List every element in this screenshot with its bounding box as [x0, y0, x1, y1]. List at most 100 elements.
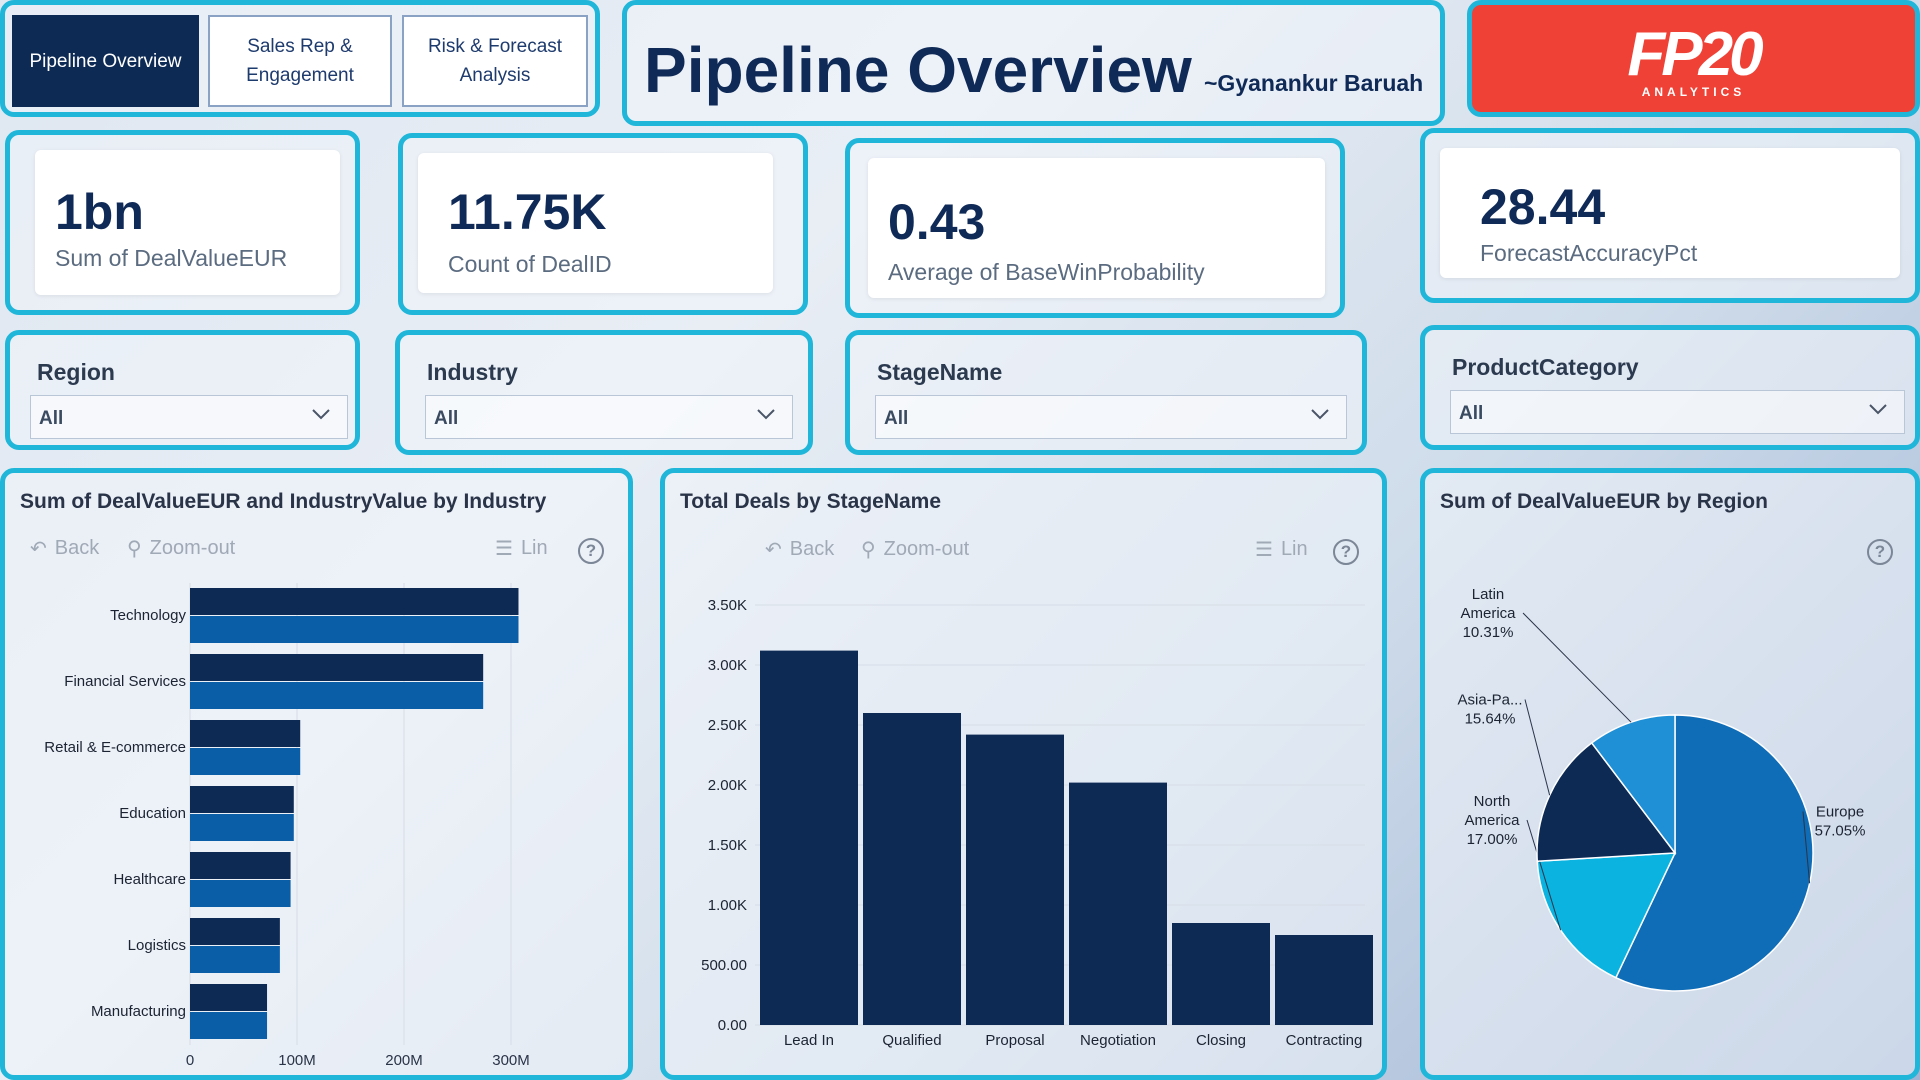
- back-icon: ↶: [30, 538, 47, 560]
- logo-text: FP20: [1627, 20, 1763, 89]
- kpi-panel-win-probability: 0.43 Average of BaseWinProbability: [845, 138, 1345, 318]
- help-icon[interactable]: ?: [1867, 539, 1893, 565]
- kpi-label: Sum of DealValueEUR: [55, 245, 288, 271]
- slice-label: 17.00%: [1467, 831, 1518, 848]
- x-tick-label: Proposal: [985, 1032, 1044, 1049]
- slice-label: Latin: [1472, 586, 1505, 603]
- kpi-label: Average of BaseWinProbability: [888, 259, 1205, 285]
- slicer-title: Industry: [427, 359, 518, 385]
- tab-pipeline-overview[interactable]: Pipeline Overview: [12, 15, 199, 107]
- stagename-bar-chart: 0.00 500.00 1.00K 1.50K 2.00K 2.50K 3.00K 3.50K…: [701, 597, 1373, 1049]
- slice-label: America: [1464, 812, 1520, 829]
- stagename-dropdown[interactable]: All: [875, 395, 1347, 439]
- lin-label: Lin: [1280, 538, 1308, 560]
- x-tick-label: 200M: [385, 1052, 423, 1069]
- leader-line: [1524, 699, 1551, 796]
- category-label: Education: [119, 805, 186, 822]
- region-dropdown[interactable]: All: [30, 395, 348, 439]
- x-tick-label: Contracting: [1286, 1032, 1363, 1049]
- productcategory-dropdown[interactable]: All: [1450, 390, 1905, 434]
- y-tick-label: 1.00K: [708, 897, 747, 914]
- logo-subtext: ANALYTICS: [1641, 85, 1746, 99]
- chart-title: Total Deals by StageName: [680, 490, 942, 513]
- help-icon[interactable]: ?: [1333, 539, 1359, 565]
- bar: [966, 734, 1064, 1025]
- bar-industryvalue: [190, 814, 294, 841]
- y-tick-label: 1.50K: [708, 837, 747, 854]
- y-tick-label: 2.00K: [708, 777, 747, 794]
- tab-label: Risk & Forecast Analysis: [427, 36, 563, 86]
- back-label: Back: [54, 537, 100, 559]
- category-label: Technology: [110, 607, 186, 624]
- bar: [1172, 923, 1270, 1025]
- slicer-title: ProductCategory: [1452, 354, 1639, 380]
- slice-label: Europe: [1816, 804, 1864, 821]
- bar: [1275, 935, 1373, 1025]
- slicer-title: Region: [37, 359, 115, 385]
- bar-industryvalue: [190, 682, 484, 709]
- slicer-value: All: [884, 408, 909, 429]
- back-button[interactable]: ↶ Back: [765, 537, 834, 562]
- category-label: Financial Services: [64, 673, 186, 690]
- tab-risk-forecast-analysis[interactable]: Risk & Forecast Analysis: [402, 15, 588, 107]
- zoom-out-icon: ⚲: [861, 539, 876, 561]
- leader-line: [1526, 819, 1562, 931]
- bar-dealvalueeur: [190, 720, 301, 747]
- y-tick-label: 3.00K: [708, 657, 747, 674]
- zoom-out-icon: ⚲: [127, 538, 142, 560]
- kpi-value: 0.43: [888, 194, 986, 250]
- kpi-panel-deal-count: 11.75K Count of DealID: [398, 133, 808, 315]
- slicer-value: All: [39, 408, 64, 429]
- leader-line: [1802, 811, 1811, 884]
- lin-button[interactable]: ☰ Lin: [1255, 537, 1308, 562]
- tab-sales-rep-engagement[interactable]: Sales Rep & Engagement: [208, 15, 392, 107]
- bar: [863, 713, 961, 1025]
- zoom-out-button[interactable]: ⚲ Zoom-out: [861, 537, 969, 562]
- bar: [1069, 782, 1167, 1025]
- zoom-out-button[interactable]: ⚲ Zoom-out: [127, 536, 235, 561]
- x-tick-label: Closing: [1196, 1032, 1246, 1049]
- x-tick-label: 300M: [492, 1052, 530, 1069]
- kpi-value: 28.44: [1480, 179, 1606, 235]
- slicer-title: StageName: [877, 359, 1003, 385]
- page-title: Pipeline Overview: [644, 34, 1192, 106]
- chevron-down-icon: [312, 409, 330, 420]
- lin-button[interactable]: ☰ Lin: [495, 536, 548, 561]
- industry-chart-panel: Sum of DealValueEUR and IndustryValue by…: [0, 468, 633, 1080]
- y-tick-label: 0.00: [718, 1017, 747, 1034]
- kpi-value: 11.75K: [448, 184, 607, 240]
- kpi-panel-forecast-accuracy: 28.44 ForecastAccuracyPct: [1420, 128, 1920, 303]
- x-tick-label: 100M: [278, 1052, 316, 1069]
- bar: [760, 650, 858, 1025]
- slice-label: 10.31%: [1463, 624, 1514, 641]
- kpi-panel-deal-value: 1bn Sum of DealValueEUR: [5, 130, 360, 315]
- bar-industryvalue: [190, 880, 291, 907]
- slicer-value: All: [1459, 403, 1484, 424]
- bar-industryvalue: [190, 946, 280, 973]
- slicer-stagename: StageName All: [845, 330, 1367, 455]
- bar-dealvalueeur: [190, 786, 294, 813]
- slice-label: 57.05%: [1815, 823, 1866, 840]
- list-icon: ☰: [1255, 539, 1273, 561]
- chevron-down-icon: [1311, 409, 1329, 420]
- industry-bar-chart: 0 100M 200M 300M Technology Financial Service…: [44, 583, 530, 1069]
- industry-dropdown[interactable]: All: [425, 395, 793, 439]
- back-icon: ↶: [765, 539, 782, 561]
- slicer-productcategory: ProductCategory All: [1420, 325, 1920, 450]
- help-icon[interactable]: ?: [578, 538, 604, 564]
- author-label: ~Gyanankur Baruah: [1204, 70, 1424, 96]
- logo-panel: FP20 ANALYTICS: [1467, 0, 1920, 117]
- bar-dealvalueeur: [190, 918, 280, 945]
- tab-label: Pipeline Overview: [29, 50, 182, 72]
- bar-industryvalue: [190, 616, 519, 643]
- chart-title: Sum of DealValueEUR by Region: [1440, 490, 1768, 513]
- kpi-label: ForecastAccuracyPct: [1480, 240, 1698, 266]
- y-tick-label: 500.00: [701, 957, 747, 974]
- bar-dealvalueeur: [190, 984, 268, 1011]
- slice-label: 15.64%: [1465, 711, 1516, 728]
- stagename-chart-panel: Total Deals by StageName ↶ Back ⚲ Zoom-out…: [660, 468, 1387, 1080]
- y-tick-label: 3.50K: [708, 597, 747, 614]
- x-tick-label: Qualified: [882, 1032, 941, 1049]
- back-button[interactable]: ↶ Back: [30, 536, 99, 561]
- x-tick-label: Lead In: [784, 1032, 834, 1049]
